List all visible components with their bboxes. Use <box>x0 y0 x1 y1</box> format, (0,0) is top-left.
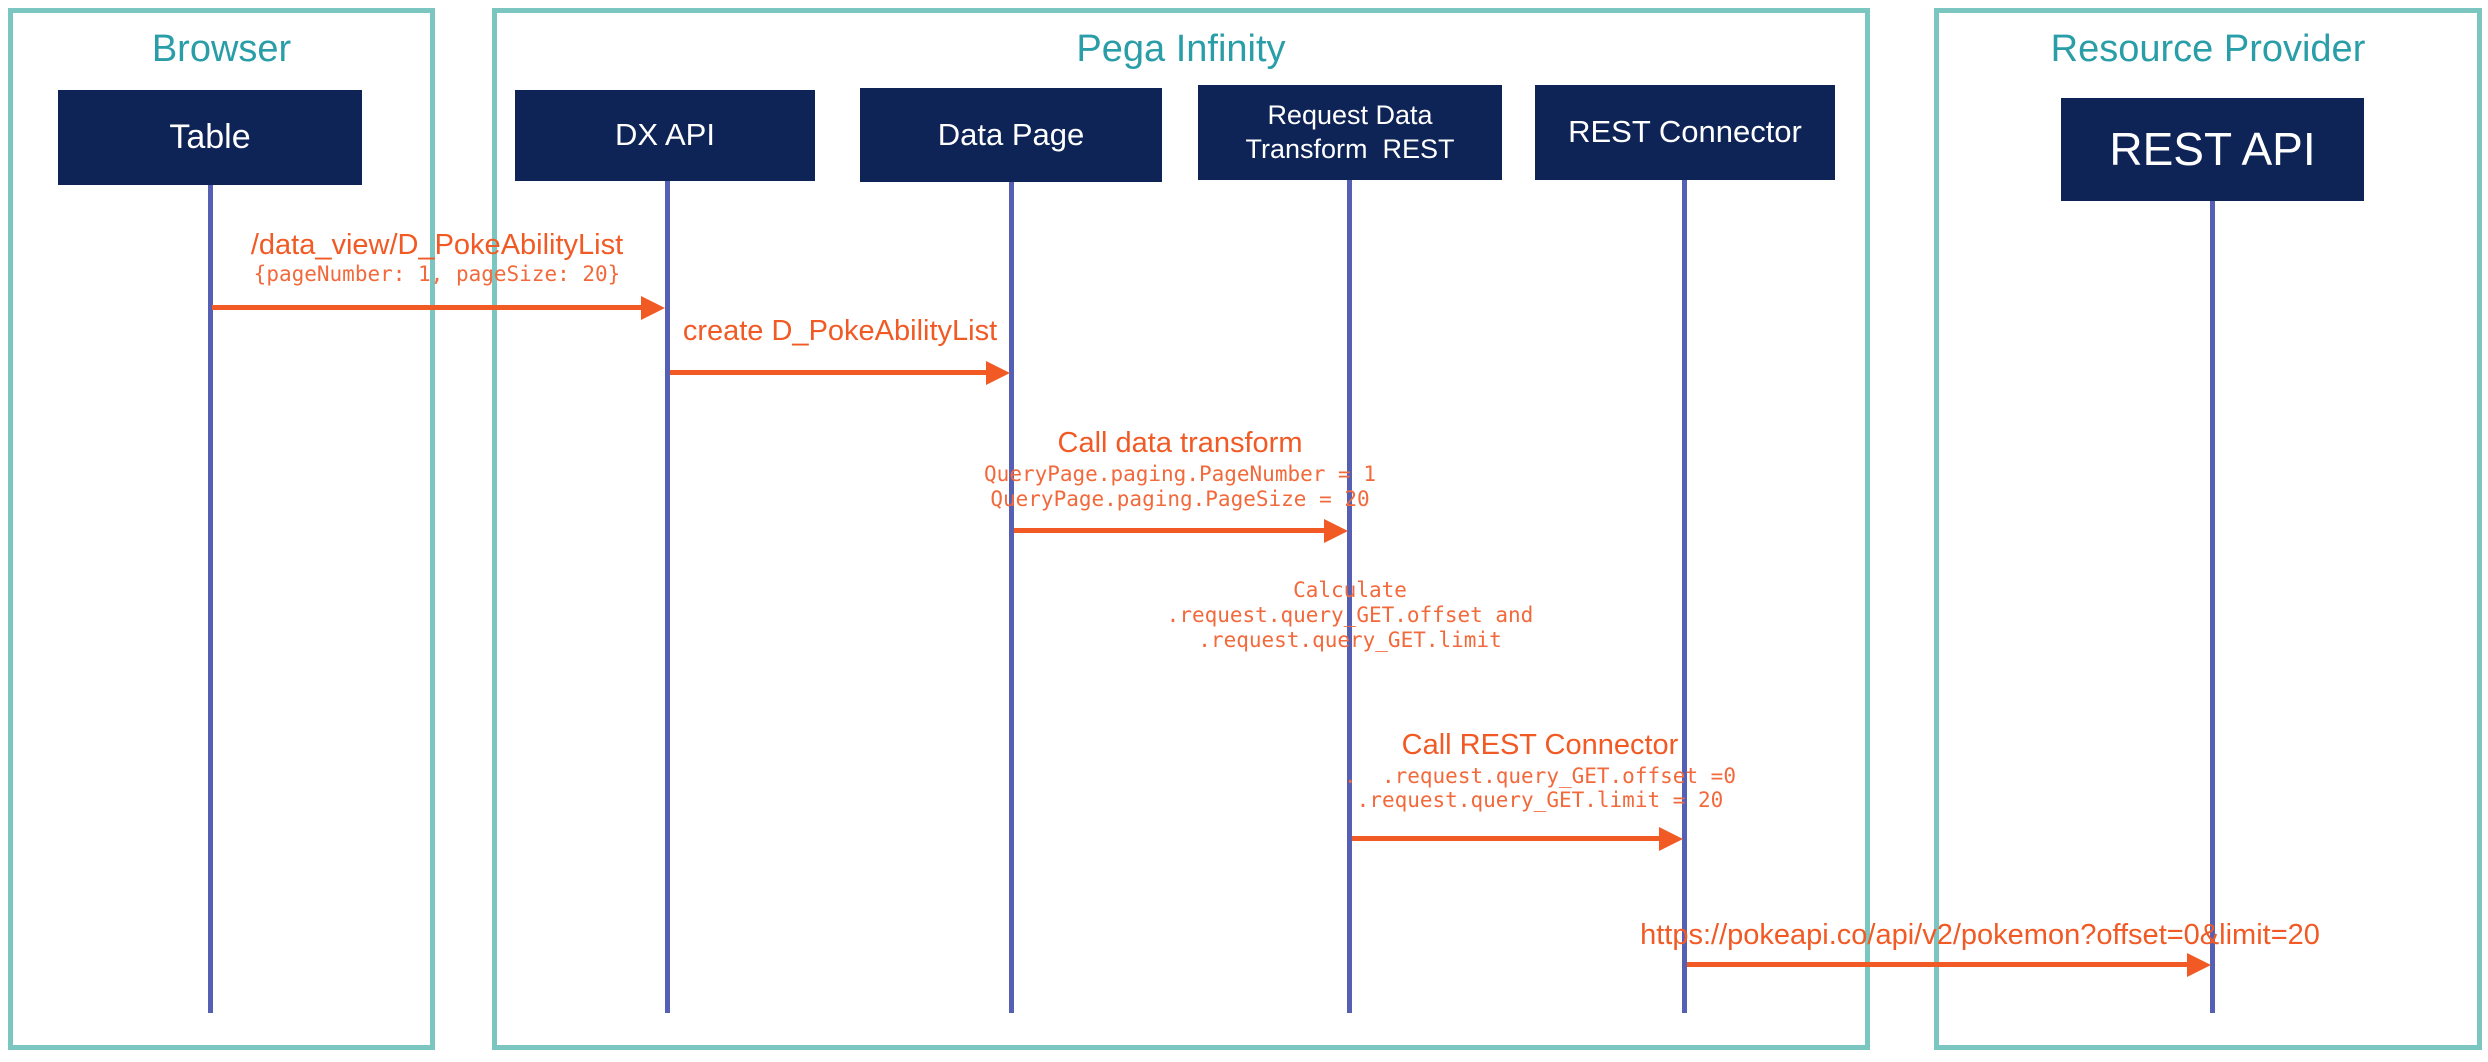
message-code-offset: . .request.query_GET.offset =0 <box>1344 764 1736 788</box>
lifeline-rest-connector <box>1682 180 1687 1013</box>
message-label-call-rest-connector: Call REST Connector <box>1401 729 1679 761</box>
message-arrow-dx-api-to-data-page <box>670 370 986 375</box>
container-title-pega-infinity: Pega Infinity <box>1076 28 1286 70</box>
message-code-page-params: {pageNumber: 1, pageSize: 20} <box>253 262 621 286</box>
message-arrow-transform-to-rest-connector <box>1352 836 1659 841</box>
container-title-browser: Browser <box>151 28 292 70</box>
actor-box-rest-api: REST API <box>2061 98 2364 201</box>
lifeline-rest-api <box>2210 201 2215 1013</box>
lifeline-data-page <box>1009 182 1014 1013</box>
message-code-pagenumber: QueryPage.paging.PageNumber = 1 <box>984 462 1376 486</box>
note-calculate-line2: .request.query_GET.offset and <box>1166 603 1534 627</box>
lifeline-dx-api <box>665 181 670 1013</box>
message-label-pokeapi-url: https://pokeapi.co/api/v2/pokemon?offset… <box>1640 919 2320 951</box>
message-label-call-data-transform: Call data transform <box>1057 427 1303 459</box>
message-label-create-datapage: create D_PokeAbilityList <box>682 315 998 347</box>
message-arrow-data-page-to-transform <box>1014 528 1324 533</box>
actor-box-request-data-transform: Request Data Transform REST <box>1198 85 1502 180</box>
message-label-data-view: /data_view/D_PokeAbilityList <box>250 229 624 261</box>
actor-box-data-page: Data Page <box>860 88 1162 182</box>
lifeline-table <box>208 185 213 1013</box>
message-arrow-rest-connector-to-rest-api <box>1687 962 2187 967</box>
lifeline-request-data-transform <box>1347 180 1352 1013</box>
note-calculate-line1: Calculate <box>1293 578 1407 602</box>
note-calculate-line3: .request.query_GET.limit <box>1198 628 1502 652</box>
actor-box-table: Table <box>58 90 362 185</box>
container-title-resource-provider: Resource Provider <box>2050 28 2366 70</box>
message-code-limit: .request.query_GET.limit = 20 <box>1356 788 1724 812</box>
actor-box-dx-api: DX API <box>515 90 815 181</box>
message-code-pagesize: QueryPage.paging.PageSize = 20 <box>990 487 1370 511</box>
actor-box-rest-connector: REST Connector <box>1535 85 1835 180</box>
message-arrow-table-to-dx-api <box>212 305 641 310</box>
